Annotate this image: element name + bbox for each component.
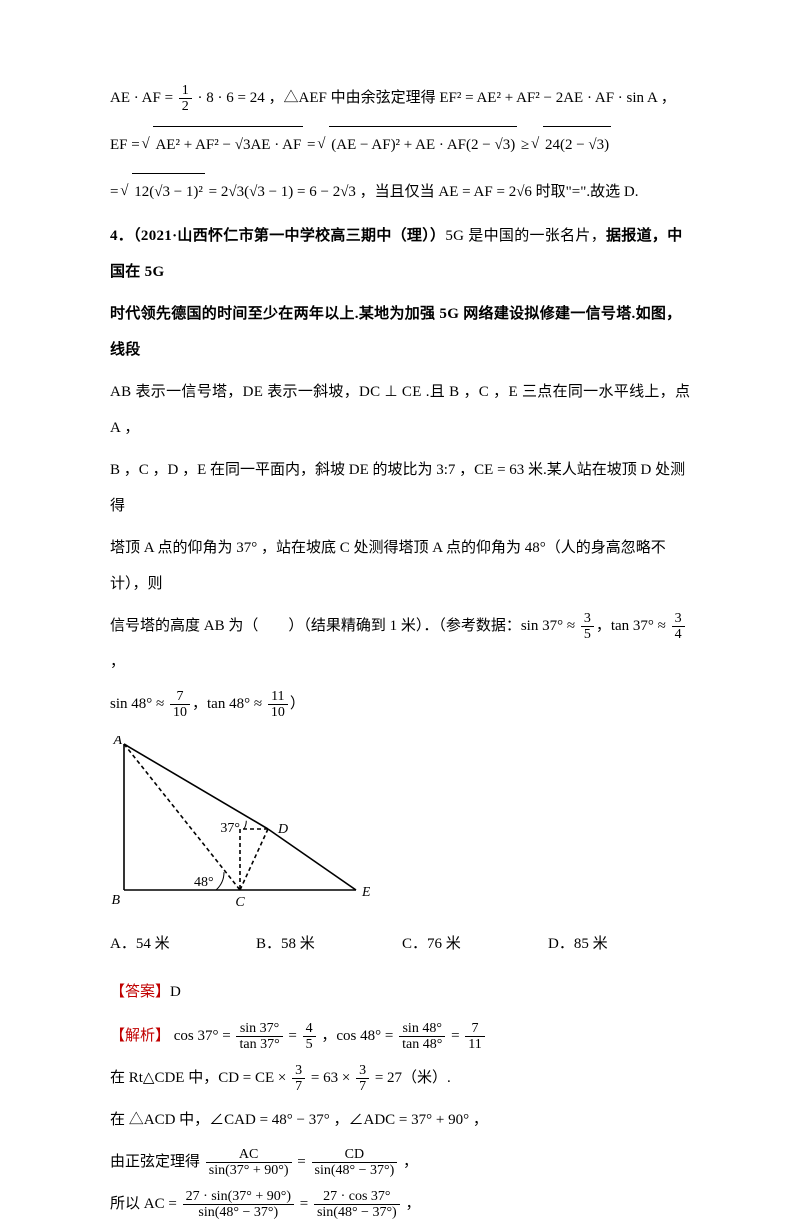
triangle-diagram: A B C D E 37° 48° xyxy=(110,736,694,920)
answer-options: A．54 米 B．58 米 C．76 米 D．85 米 xyxy=(110,926,694,962)
svg-text:E: E xyxy=(361,885,370,900)
question-line: AB 表示一信号塔，DE 表示一斜坡，DC ⊥ CE .且 B ，C ，E 三点… xyxy=(110,374,694,446)
question-line: B ，C ，D ，E 在同一平面内，斜坡 DE 的坡比为 3:7 ，CE = 6… xyxy=(110,452,694,524)
option-d: D．85 米 xyxy=(548,926,694,962)
svg-text:B: B xyxy=(111,893,120,906)
question-line: 塔顶 A 点的仰角为 37° ，站在坡底 C 处测得塔顶 A 点的仰角为 48°… xyxy=(110,530,694,602)
option-c: C．76 米 xyxy=(402,926,548,962)
option-a: A．54 米 xyxy=(110,926,256,962)
svg-text:A: A xyxy=(112,736,122,748)
solution-4: 由正弦定理得 ACsin(37° + 90°) = CDsin(48° − 37… xyxy=(110,1144,694,1180)
svg-text:37°: 37° xyxy=(220,821,240,836)
answer-line: 【答案】D xyxy=(110,974,694,1010)
option-b: B．58 米 xyxy=(256,926,402,962)
question-4: 4．（2021·山西怀仁市第一中学校高三期中（理））5G 是中国的一张名片，据报… xyxy=(110,218,694,290)
svg-text:D: D xyxy=(277,822,288,837)
solution-5: 所以 AC = 27 · sin(37° + 90°)sin(48° − 37°… xyxy=(110,1186,694,1222)
eq-line-1: AE · AF = 12 · 8 · 6 = 24 ，△AEF 中由余弦定理得 … xyxy=(110,80,694,116)
solution-2: 在 Rt△CDE 中，CD = CE × 37 = 63 × 37 = 27（米… xyxy=(110,1060,694,1096)
eq-line-3: = 12(√3 − 1)² = 2√3(√3 − 1) = 6 − 2√3 ，当… xyxy=(110,173,694,210)
question-line: 时代领先德国的时间至少在两年以上.某地为加强 5G 网络建设拟修建一信号塔.如图… xyxy=(110,296,694,368)
svg-text:C: C xyxy=(235,895,245,906)
solution-3: 在 △ACD 中，∠CAD = 48° − 37° ，∠ADC = 37° + … xyxy=(110,1102,694,1138)
question-line: 信号塔的高度 AB 为（ ）（结果精确到 1 米）．（参考数据：sin 37° … xyxy=(110,608,694,680)
question-line: sin 48° ≈ 710，tan 48° ≈ 1110） xyxy=(110,686,694,722)
solution-1: 【解析】 cos 37° = sin 37°tan 37° = 45 ，cos … xyxy=(110,1018,694,1054)
svg-text:48°: 48° xyxy=(194,875,214,890)
eq-line-2: EF = AE² + AF² − √3AE · AF = (AE − AF)² … xyxy=(110,126,694,163)
